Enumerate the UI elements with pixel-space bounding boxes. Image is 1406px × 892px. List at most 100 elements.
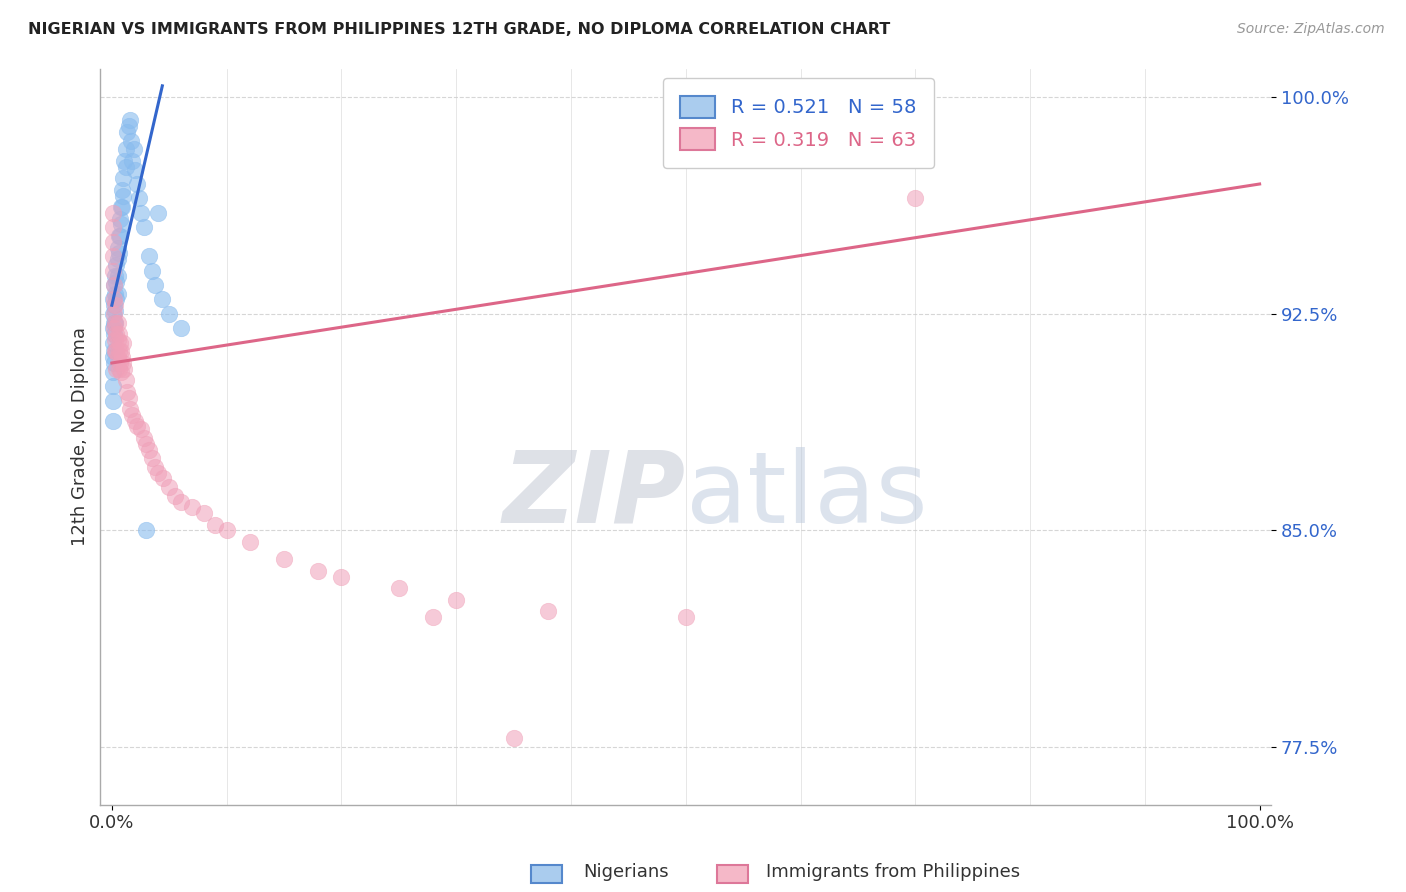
Point	[103, 278, 125, 293]
Point	[124, 162, 146, 177]
Point	[103, 307, 125, 321]
Point	[107, 361, 129, 376]
Point	[104, 298, 127, 312]
Point	[135, 437, 157, 451]
Text: Nigerians: Nigerians	[583, 863, 669, 881]
Point	[107, 350, 129, 364]
Point	[103, 356, 125, 370]
Point	[135, 524, 157, 538]
Point	[104, 269, 127, 284]
Point	[103, 327, 125, 342]
Point	[103, 293, 125, 307]
Point	[105, 327, 128, 342]
Point	[107, 286, 129, 301]
Point	[105, 361, 128, 376]
Point	[157, 307, 180, 321]
Point	[103, 278, 125, 293]
Point	[125, 419, 148, 434]
Point	[121, 153, 143, 168]
Point	[108, 356, 131, 370]
Point	[152, 471, 174, 485]
Point	[112, 188, 135, 202]
Point	[170, 494, 193, 508]
Point	[114, 153, 136, 168]
Point	[193, 506, 215, 520]
Point	[138, 249, 160, 263]
Point	[108, 211, 131, 226]
Point	[103, 344, 125, 359]
Point	[181, 500, 204, 515]
Point	[112, 171, 135, 186]
Point	[145, 278, 167, 293]
Point	[114, 142, 136, 156]
Point	[101, 365, 124, 379]
Y-axis label: 12th Grade, No Diploma: 12th Grade, No Diploma	[72, 327, 89, 546]
Point	[146, 466, 169, 480]
Point	[107, 240, 129, 254]
Point	[104, 344, 127, 359]
Point	[110, 218, 132, 232]
Point	[107, 327, 129, 342]
Point	[101, 249, 124, 263]
Point	[107, 344, 129, 359]
Point	[111, 200, 134, 214]
Point	[157, 480, 180, 494]
Point	[138, 442, 160, 457]
Legend: R = 0.521   N = 58, R = 0.319   N = 63: R = 0.521 N = 58, R = 0.319 N = 63	[662, 78, 934, 168]
Point	[107, 269, 129, 284]
Point	[104, 333, 127, 347]
Point	[114, 373, 136, 387]
Point	[273, 552, 295, 566]
Point	[115, 125, 138, 139]
Text: NIGERIAN VS IMMIGRANTS FROM PHILIPPINES 12TH GRADE, NO DIPLOMA CORRELATION CHART: NIGERIAN VS IMMIGRANTS FROM PHILIPPINES …	[28, 22, 890, 37]
Point	[101, 307, 124, 321]
Point	[101, 379, 124, 393]
Point	[502, 731, 524, 746]
Point	[120, 402, 142, 417]
Point	[141, 451, 163, 466]
Point	[124, 414, 146, 428]
Point	[111, 183, 134, 197]
Point	[103, 316, 125, 330]
Point	[114, 361, 136, 376]
Text: ZIP: ZIP	[503, 447, 686, 544]
Point	[101, 335, 124, 350]
Point	[115, 384, 138, 399]
Point	[103, 321, 125, 335]
Point	[204, 517, 226, 532]
Point	[215, 524, 238, 538]
Point	[238, 535, 260, 549]
Point	[101, 293, 124, 307]
Point	[129, 422, 152, 436]
Point	[120, 134, 142, 148]
Point	[444, 592, 467, 607]
Point	[110, 344, 132, 359]
Point	[675, 610, 697, 624]
Point	[388, 581, 411, 595]
Point	[101, 393, 124, 408]
Point	[105, 258, 128, 272]
Point	[103, 298, 125, 312]
Point	[104, 304, 127, 318]
Point	[904, 191, 927, 205]
Point	[129, 206, 152, 220]
Point	[141, 263, 163, 277]
Point	[107, 333, 129, 347]
Point	[132, 220, 155, 235]
Point	[107, 229, 129, 244]
Point	[105, 293, 128, 307]
Point	[118, 391, 141, 405]
Point	[128, 191, 150, 205]
Point	[121, 408, 143, 422]
Point	[111, 350, 134, 364]
Point	[422, 610, 444, 624]
Point	[114, 160, 136, 174]
Text: Immigrants from Philippines: Immigrants from Philippines	[766, 863, 1021, 881]
Point	[307, 564, 329, 578]
Point	[105, 275, 128, 289]
Point	[107, 252, 129, 266]
Point	[107, 246, 129, 260]
Point	[101, 414, 124, 428]
Point	[132, 431, 155, 445]
Point	[330, 569, 353, 583]
